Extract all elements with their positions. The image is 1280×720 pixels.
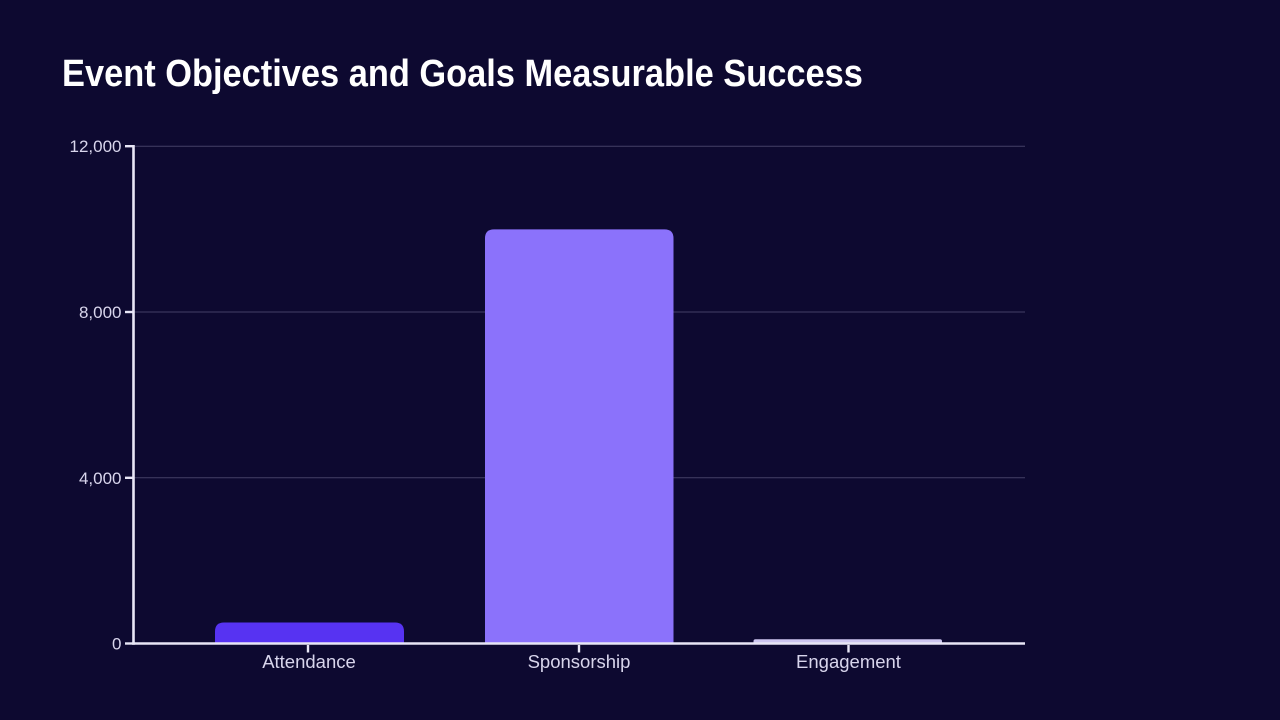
svg-text:4,000: 4,000 [79,469,122,488]
svg-text:0: 0 [112,635,121,654]
svg-text:Attendance: Attendance [262,651,356,672]
svg-text:12,000: 12,000 [70,137,122,156]
svg-text:8,000: 8,000 [79,303,122,322]
svg-text:Engagement: Engagement [796,651,901,672]
svg-text:Sponsorship: Sponsorship [528,651,631,672]
